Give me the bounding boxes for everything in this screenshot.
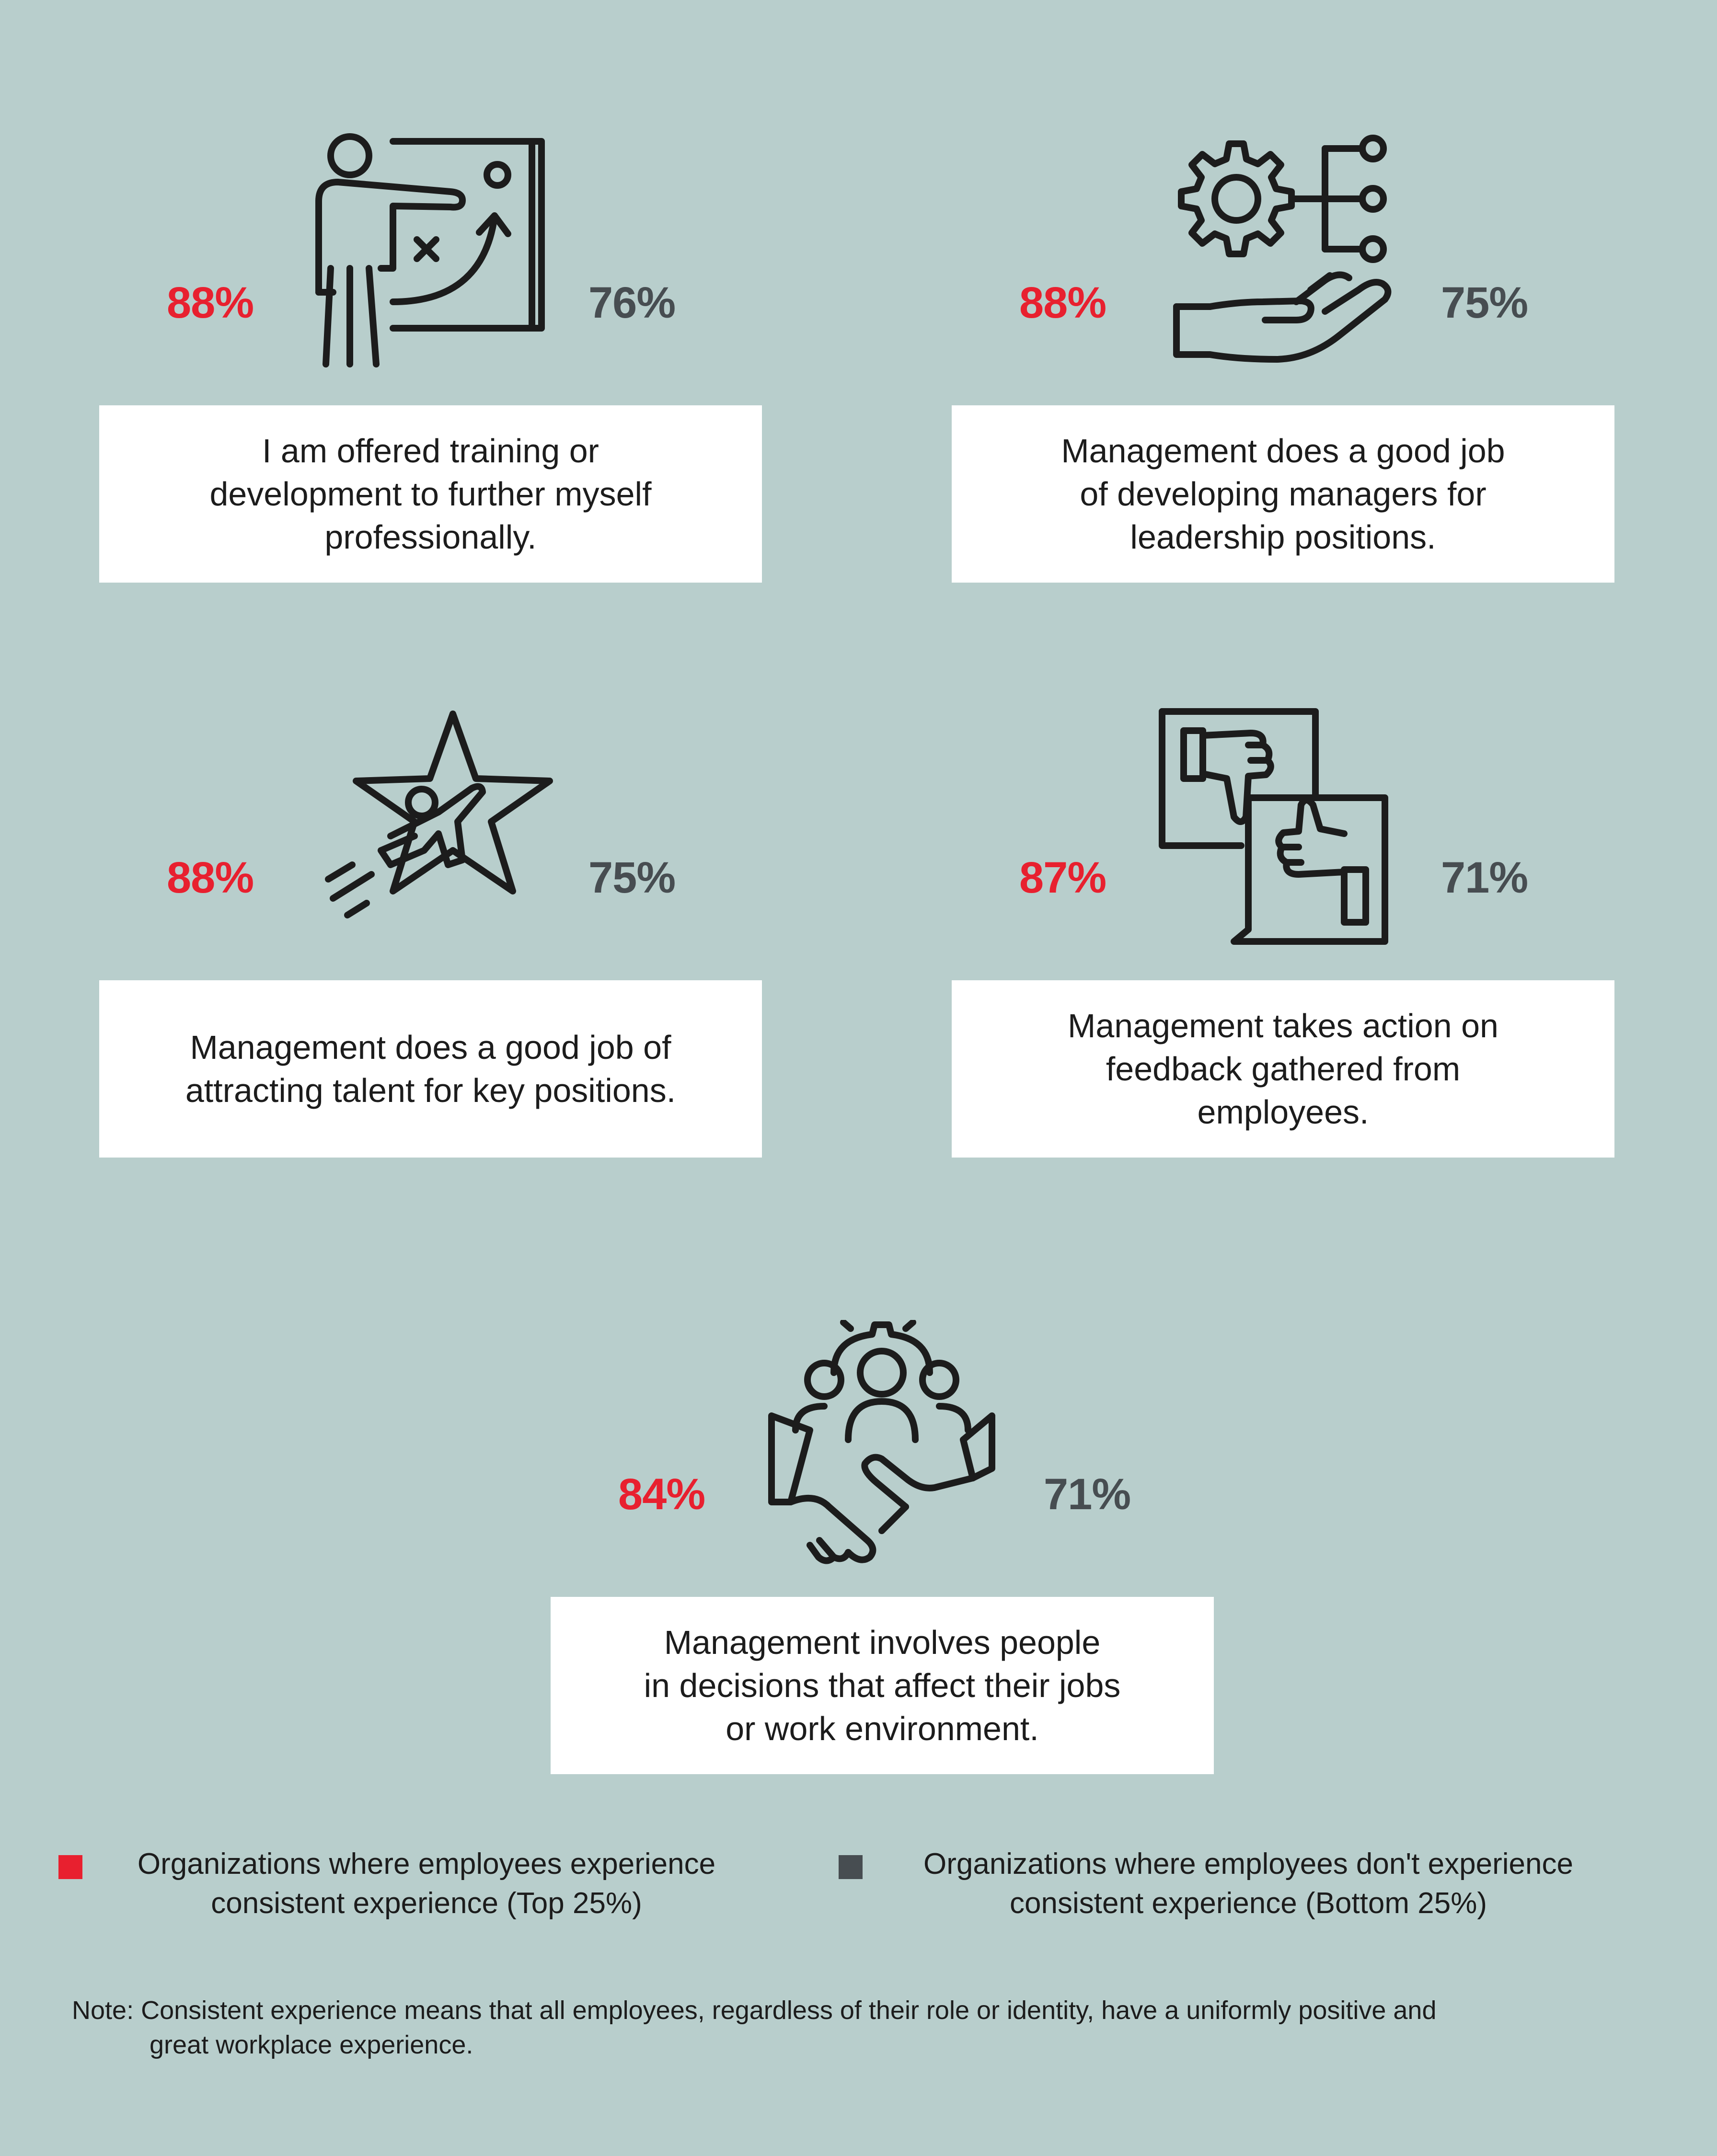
bottom-percentage: 75% <box>1441 278 1528 327</box>
statement-text: Management takes action on feedback gath… <box>1068 1007 1498 1131</box>
footnote-line1: Consistent experience means that all emp… <box>141 1996 1437 2025</box>
star-leap-icon <box>319 707 558 946</box>
footnote-label: Note: <box>72 1996 134 2025</box>
top-percentage: 88% <box>167 278 254 327</box>
legend-swatch-bottom <box>839 1855 863 1879</box>
statement-text: Management does a good job of attracting… <box>185 1029 676 1109</box>
legend-label-top: Organizations where employees experience… <box>137 1847 716 1920</box>
bottom-percentage: 71% <box>1441 853 1528 902</box>
bottom-percentage: 76% <box>588 278 676 327</box>
trainer-presentation-icon <box>297 129 546 369</box>
statement-text: Management does a good job of developing… <box>1061 432 1505 556</box>
top-percentage: 87% <box>1019 853 1106 902</box>
statement-text: Management involves people in decisions … <box>644 1624 1121 1747</box>
legend-label-bottom: Organizations where employees don't expe… <box>923 1847 1573 1920</box>
bottom-percentage: 71% <box>1044 1470 1131 1519</box>
statement-card: Management does a good job of developing… <box>952 405 1614 583</box>
footnote: Note: Consistent experience means that a… <box>72 1993 1653 2062</box>
legend-swatch-top <box>58 1855 82 1879</box>
statement-card: Management involves people in decisions … <box>551 1597 1214 1774</box>
team-handshake-icon <box>762 1320 1002 1569</box>
statement-card: Management takes action on feedback gath… <box>952 980 1614 1158</box>
statement-card: Management does a good job of attracting… <box>99 980 762 1158</box>
bottom-percentage: 75% <box>588 853 676 902</box>
statement-card: I am offered training or development to … <box>99 405 762 583</box>
gear-hand-network-icon <box>1167 129 1406 369</box>
thumbs-feedback-icon <box>1155 707 1394 946</box>
footnote-line2: great workplace experience. <box>150 2030 473 2059</box>
top-percentage: 84% <box>618 1470 705 1519</box>
top-percentage: 88% <box>167 853 254 902</box>
top-percentage: 88% <box>1019 278 1106 327</box>
statement-text: I am offered training or development to … <box>209 432 652 556</box>
